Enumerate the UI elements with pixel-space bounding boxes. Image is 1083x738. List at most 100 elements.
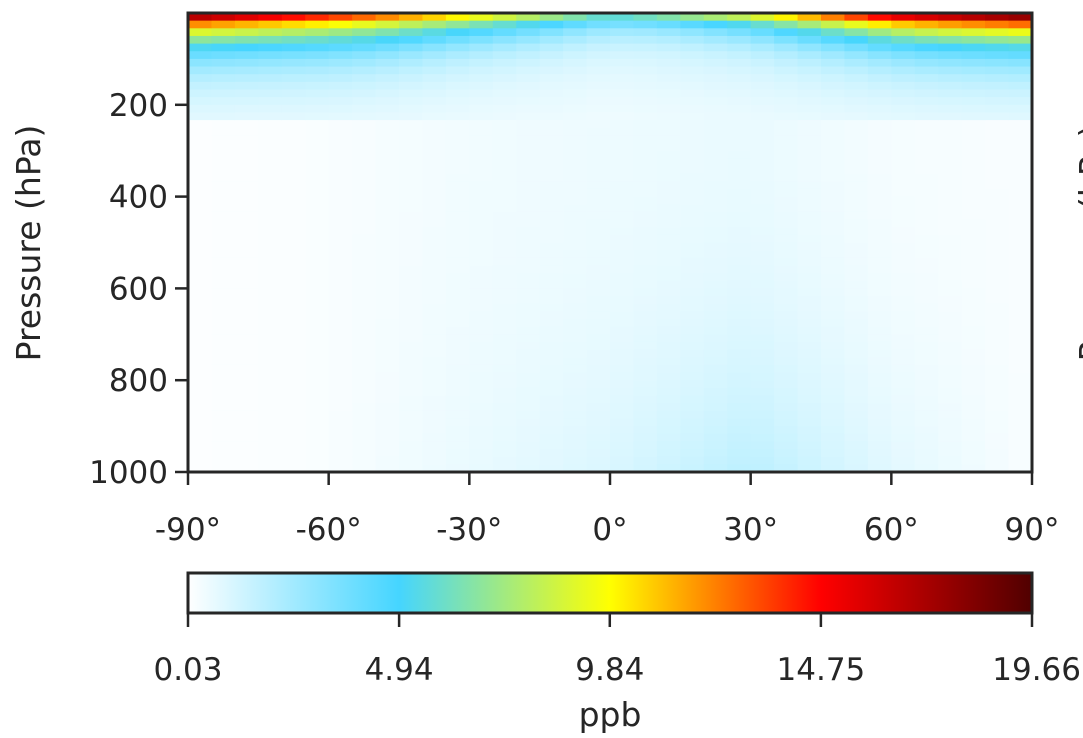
heatmap-cell: [563, 158, 588, 167]
heatmap-cell: [844, 242, 869, 251]
heatmap-cell: [680, 380, 705, 389]
heatmap-cell: [1008, 441, 1032, 450]
heatmap-cell: [891, 234, 916, 244]
heatmap-cell: [867, 280, 892, 289]
heatmap-cell: [399, 349, 424, 358]
heatmap-cell: [375, 433, 400, 442]
heatmap-cell: [258, 66, 283, 75]
heatmap-cell: [914, 357, 939, 366]
heatmap-cell: [188, 357, 213, 366]
heatmap-cell: [703, 449, 728, 458]
heatmap-cell: [211, 35, 236, 45]
heatmap-cell: [375, 311, 400, 320]
heatmap-cell: [656, 319, 681, 328]
heatmap-cell: [774, 395, 799, 404]
heatmap-cell: [821, 296, 846, 305]
heatmap-cell: [750, 20, 775, 29]
heatmap-cell: [445, 58, 470, 68]
heatmap-cell: [234, 97, 259, 106]
heatmap-cell: [258, 410, 283, 420]
heatmap-cell: [938, 20, 963, 29]
heatmap-cell: [891, 449, 916, 458]
heatmap-cell: [891, 303, 916, 312]
heatmap-cell: [703, 219, 728, 228]
heatmap-cell: [492, 334, 517, 343]
heatmap-cell: [797, 89, 822, 98]
heatmap-cell: [633, 334, 658, 343]
heatmap-cell: [234, 364, 259, 374]
heatmap-cell: [422, 135, 447, 144]
heatmap-cell: [750, 418, 775, 427]
heatmap-cell: [211, 387, 236, 397]
heatmap-cell: [633, 66, 658, 75]
heatmap-cell: [375, 372, 400, 381]
heatmap-cell: [703, 296, 728, 305]
heatmap-cell: [563, 35, 588, 45]
heatmap-cell: [516, 265, 541, 274]
heatmap-cell: [938, 204, 963, 213]
x-tick-label: 30°: [723, 512, 778, 548]
heatmap-cell: [586, 51, 611, 60]
heatmap-cell: [680, 257, 705, 267]
heatmap-cell: [492, 441, 517, 450]
heatmap-cell: [656, 433, 681, 442]
heatmap-cell: [891, 326, 916, 335]
x-tick-label: -60°: [296, 512, 362, 548]
heatmap-cell: [258, 143, 283, 152]
heatmap-cell: [844, 104, 869, 114]
heatmap-cell: [539, 464, 564, 472]
heatmap-cell: [1008, 395, 1032, 404]
heatmap-cell: [750, 127, 775, 136]
heatmap-cell: [844, 288, 869, 297]
heatmap-cell: [211, 349, 236, 358]
heatmap-cell: [563, 242, 588, 251]
heatmap-cell: [938, 280, 963, 289]
heatmap-cell: [797, 181, 822, 190]
heatmap-cell: [961, 288, 986, 297]
heatmap-cell: [750, 74, 775, 83]
heatmap-cell: [985, 349, 1010, 358]
heatmap-cell: [891, 166, 916, 175]
heatmap-cell: [633, 166, 658, 175]
heatmap-cell: [867, 464, 892, 472]
heatmap-cell: [399, 449, 424, 458]
heatmap-cell: [375, 204, 400, 213]
heatmap-cell: [469, 380, 494, 389]
y-tick-label: 600: [109, 271, 168, 307]
heatmap-cell: [610, 204, 635, 213]
heatmap-cell: [703, 418, 728, 427]
heatmap-cell: [445, 449, 470, 458]
heatmap-cell: [610, 257, 635, 267]
heatmap-cell: [469, 135, 494, 144]
heatmap-cell: [703, 135, 728, 144]
heatmap-cell: [750, 433, 775, 442]
heatmap-cell: [703, 441, 728, 450]
heatmap-cell: [821, 97, 846, 106]
heatmap-cell: [985, 166, 1010, 175]
heatmap-cell: [352, 188, 377, 198]
heatmap-cell: [610, 196, 635, 205]
heatmap-cell: [281, 120, 306, 129]
heatmap-cell: [445, 288, 470, 297]
heatmap-cell: [680, 166, 705, 175]
heatmap-cell: [985, 364, 1010, 374]
heatmap-cell: [328, 211, 353, 221]
heatmap-cell: [750, 257, 775, 267]
heatmap-cell: [867, 319, 892, 328]
heatmap-cell: [774, 166, 799, 175]
heatmap-cell: [539, 234, 564, 244]
heatmap-cell: [938, 456, 963, 465]
heatmap-cell: [445, 319, 470, 328]
heatmap-cell: [328, 227, 353, 236]
heatmap-cell: [469, 364, 494, 374]
heatmap-cell: [422, 265, 447, 274]
heatmap-cell: [305, 311, 330, 320]
heatmap-cell: [305, 81, 330, 91]
heatmap-cell: [469, 319, 494, 328]
heatmap-cell: [656, 449, 681, 458]
heatmap-cell: [891, 35, 916, 45]
heatmap-cell: [352, 303, 377, 312]
heatmap-cell: [985, 464, 1010, 472]
heatmap-cell: [281, 51, 306, 60]
heatmap-cell: [610, 334, 635, 343]
